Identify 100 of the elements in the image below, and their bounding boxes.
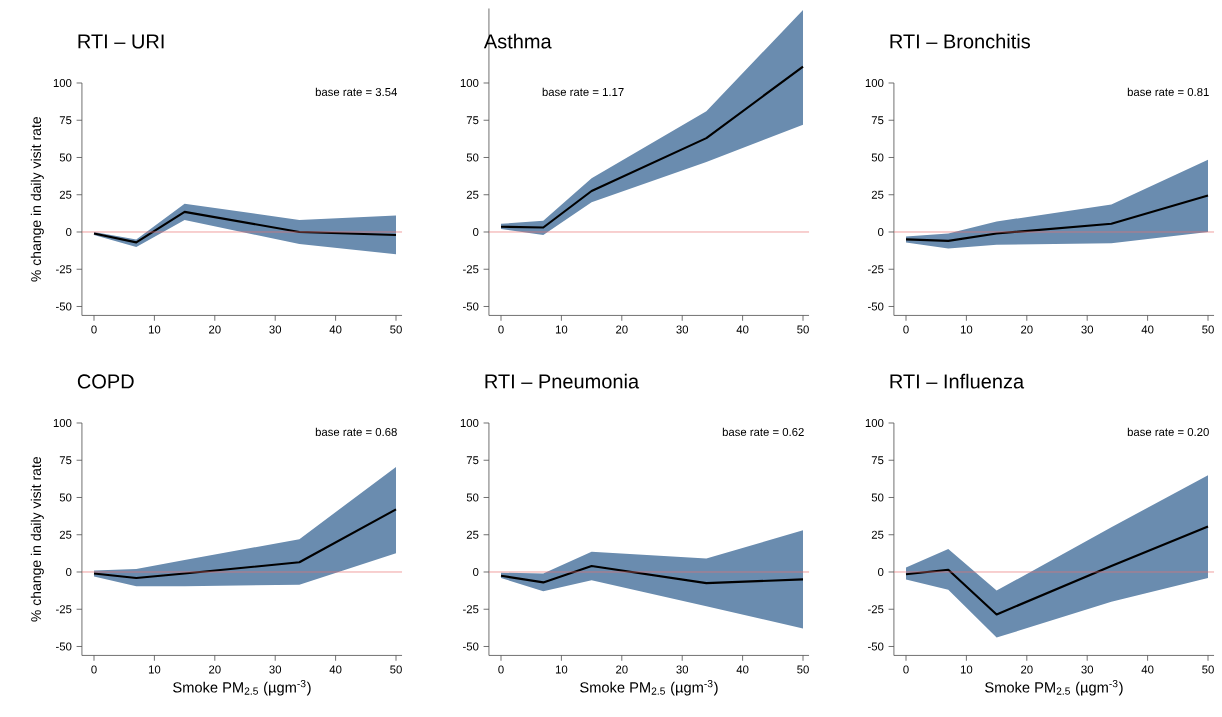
x-tick-label: 10 — [148, 665, 161, 674]
line-series — [92, 508, 398, 580]
x-tick-label: 10 — [960, 325, 973, 334]
y-tick-label: 100 — [865, 418, 884, 427]
line-series — [499, 564, 805, 585]
y-tick-label: 75 — [466, 116, 479, 125]
y-axis-title: % change in daily visit rate — [30, 457, 44, 622]
x-tick-label: 10 — [960, 665, 973, 674]
chart-title: RTI – URI — [78, 34, 164, 49]
y-tick-label: -25 — [463, 265, 479, 274]
chart-title: COPD — [77, 374, 134, 389]
line-series — [904, 525, 1210, 616]
y-tick-label: 50 — [466, 493, 479, 502]
y-tick-label: 50 — [466, 153, 479, 162]
x-tick-label: 50 — [390, 325, 402, 334]
annotation: base rate = 1.17 — [542, 87, 624, 97]
y-tick-label: -50 — [463, 642, 479, 651]
x-tick-label: 40 — [329, 665, 342, 674]
x-tick-label: 50 — [797, 665, 809, 674]
x-axis-title: Smoke PM$_{2.5}$ (µgm$^{-3}$) — [173, 679, 311, 696]
chart-title: RTI – Influenza — [890, 373, 1025, 389]
y-tick-label: 0 — [878, 567, 884, 576]
text: Asthma — [483, 33, 552, 49]
y-tick-label: -50 — [56, 302, 72, 311]
y-tick-label: 0 — [473, 567, 479, 576]
y-tick-label: 0 — [473, 227, 479, 236]
x-tick-label: 20 — [209, 665, 221, 674]
y-tick-label: 100 — [460, 78, 479, 87]
line-series — [92, 210, 398, 244]
y-tick-label: 0 — [878, 227, 884, 236]
x-tick-label: 0 — [903, 325, 909, 334]
y-tick-label: 25 — [871, 530, 884, 539]
x-tick-label: 30 — [676, 665, 689, 674]
y-tick-label: 100 — [53, 78, 72, 87]
y-tick-label: -25 — [463, 605, 479, 614]
annotation: base rate = 3.54 — [315, 87, 397, 97]
y-tick-label: -25 — [868, 605, 884, 614]
x-tick-label: 20 — [1021, 665, 1033, 674]
y-tick-label: -25 — [56, 265, 72, 274]
chart-title: RTI – Bronchitis — [890, 33, 1030, 49]
x-tick-label: 20 — [209, 325, 221, 334]
y-tick-label: 75 — [871, 456, 884, 465]
x-tick-label: 20 — [616, 665, 628, 674]
y-tick-label: 75 — [871, 116, 884, 125]
y-tick-label: 50 — [59, 153, 72, 162]
y-tick-label: 25 — [466, 530, 479, 539]
line-series — [904, 194, 1210, 242]
y-tick-label: 50 — [871, 153, 884, 162]
y-axis-title: % change in daily visit rate — [30, 117, 44, 282]
x-tick-label: 30 — [269, 665, 282, 674]
x-tick-label: 30 — [676, 325, 689, 334]
y-tick-label: 75 — [466, 456, 479, 465]
x-tick-label: 40 — [1141, 325, 1154, 334]
x-tick-label: 0 — [91, 325, 97, 334]
x-tick-label: 10 — [148, 325, 161, 334]
y-tick-label: 25 — [871, 190, 884, 199]
y-tick-label: 0 — [66, 227, 72, 236]
x-tick-label: 30 — [1081, 665, 1094, 674]
annotation: base rate = 0.20 — [1127, 427, 1209, 437]
y-tick-label: 25 — [466, 190, 479, 199]
x-tick-label: 40 — [736, 665, 749, 674]
x-tick-label: 50 — [1202, 325, 1214, 334]
x-tick-label: 40 — [1141, 665, 1154, 674]
y-tick-label: 50 — [59, 493, 72, 502]
x-tick-label: 30 — [1081, 325, 1094, 334]
y-tick-label: -50 — [868, 302, 884, 311]
y-tick-label: -25 — [56, 605, 72, 614]
x-tick-label: 50 — [797, 325, 809, 334]
annotation: base rate = 0.81 — [1127, 87, 1209, 97]
y-tick-label: 75 — [59, 116, 72, 125]
x-tick-label: 50 — [1202, 665, 1214, 674]
x-tick-label: 20 — [616, 325, 628, 334]
x-tick-label: 40 — [329, 325, 342, 334]
x-tick-label: 0 — [91, 665, 97, 674]
x-axis-title: Smoke PM$_{2.5}$ (µgm$^{-3}$) — [985, 679, 1123, 696]
y-tick-label: 25 — [59, 530, 72, 539]
chart-title: RTI – Pneumonia — [485, 373, 640, 389]
x-axis-title: Smoke PM$_{2.5}$ (µgm$^{-3}$) — [580, 679, 718, 696]
annotation: base rate = 0.62 — [722, 427, 804, 437]
y-tick-label: -50 — [56, 642, 72, 651]
x-tick-label: 10 — [555, 325, 568, 334]
y-tick-label: 25 — [59, 190, 72, 199]
annotation: base rate = 0.68 — [315, 427, 397, 437]
x-tick-label: 50 — [390, 665, 402, 674]
x-tick-label: 20 — [1021, 325, 1033, 334]
y-tick-label: 100 — [865, 78, 884, 87]
x-tick-label: 30 — [269, 325, 282, 334]
y-tick-label: 100 — [53, 418, 72, 427]
x-tick-label: 40 — [736, 325, 749, 334]
y-tick-label: 0 — [66, 567, 72, 576]
y-tick-label: 75 — [59, 456, 72, 465]
x-tick-label: 0 — [498, 665, 504, 674]
y-tick-label: -50 — [868, 642, 884, 651]
y-tick-label: -50 — [463, 302, 479, 311]
y-tick-label: 100 — [460, 418, 479, 427]
y-tick-label: 50 — [871, 493, 884, 502]
y-tick-label: -25 — [868, 265, 884, 274]
x-tick-label: 0 — [903, 665, 909, 674]
x-tick-label: 0 — [498, 325, 504, 334]
line-series — [499, 65, 805, 229]
